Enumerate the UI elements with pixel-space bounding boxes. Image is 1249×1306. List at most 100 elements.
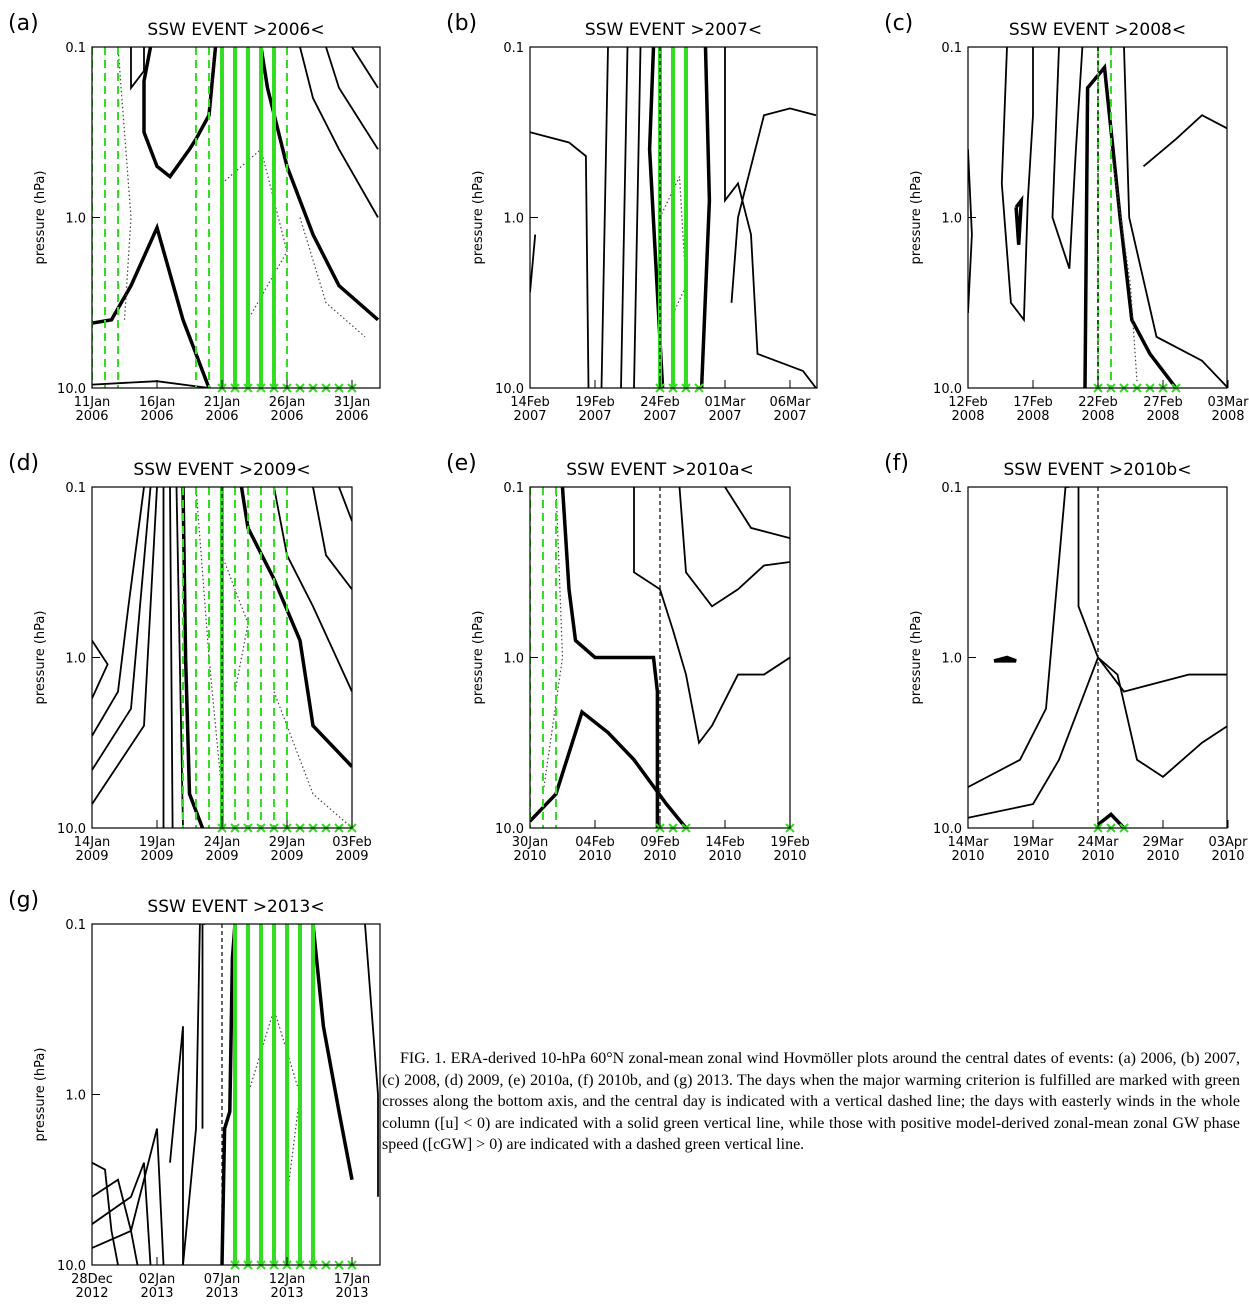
y-tick-label: 10.0 (57, 382, 86, 397)
contour (968, 655, 1227, 819)
contour (1000, 47, 1034, 323)
contour (175, 487, 184, 828)
x-tick-label: 2010 (1211, 849, 1244, 864)
y-tick-label: 1.0 (65, 652, 86, 667)
x-tick-label: 2009 (205, 849, 238, 864)
x-tick-label: 19Mar (1012, 835, 1054, 850)
contour-negative (299, 217, 366, 338)
x-tick-label: 24Feb (640, 395, 680, 410)
x-tick-label: 2006 (205, 409, 238, 424)
y-tick-label: 0.1 (65, 41, 86, 56)
panel: (g) SSW EVENT >2013< pressure (hPa) 0.1 1.0 1… (8, 888, 381, 1301)
contour-negative (195, 487, 223, 794)
x-tick-label: 2006 (335, 409, 368, 424)
contour (724, 487, 790, 540)
x-tick-label: 2008 (951, 409, 984, 424)
x-tick-label: 03Mar (1207, 395, 1249, 410)
contour (699, 47, 712, 388)
panel-title: SSW EVENT >2008< (1009, 20, 1186, 40)
x-tick-label: 14Feb (705, 835, 745, 850)
contour (92, 487, 145, 737)
contour-negative (117, 47, 132, 320)
plot-area (530, 487, 790, 828)
contour (92, 1162, 152, 1265)
x-tick-label: 30Jan (512, 835, 549, 850)
contour (92, 487, 158, 805)
x-tick-label: 2007 (773, 409, 806, 424)
x-tick-label: 29Mar (1142, 835, 1184, 850)
y-axis-label: pressure (hPa) (33, 1048, 48, 1142)
x-tick-label: 2013 (205, 1286, 238, 1301)
contour (311, 924, 354, 1181)
y-tick-label: 0.1 (941, 481, 962, 496)
x-tick-label: 01Mar (704, 395, 746, 410)
x-tick-label: 29Jan (269, 835, 306, 850)
contour (182, 924, 201, 1265)
x-tick-label: 2007 (578, 409, 611, 424)
contour (325, 47, 379, 150)
x-tick-label: 14Mar (947, 835, 989, 850)
x-tick-label: 04Feb (575, 835, 615, 850)
plot-area (968, 47, 1227, 388)
y-tick-label: 1.0 (941, 212, 962, 227)
contour (239, 487, 352, 768)
x-tick-label: 12Jan (269, 1272, 306, 1287)
contour (993, 655, 1017, 663)
y-tick-label: 0.1 (503, 481, 524, 496)
y-tick-label: 10.0 (57, 822, 86, 837)
y-axis-label: pressure (hPa) (909, 611, 924, 705)
contour (169, 1026, 184, 1265)
contour-negative (542, 487, 564, 794)
x-tick-label: 2009 (140, 849, 173, 864)
contour (92, 639, 109, 699)
y-tick-label: 10.0 (933, 382, 962, 397)
x-tick-label: 2008 (1211, 409, 1244, 424)
y-tick-label: 10.0 (495, 382, 524, 397)
contour (633, 47, 642, 388)
x-tick-label: 2009 (335, 849, 368, 864)
x-tick-label: 2010 (773, 849, 806, 864)
x-tick-label: 2010 (951, 849, 984, 864)
contour (92, 1161, 119, 1265)
panel: (d) SSW EVENT >2009< pressure (hPa) 0.1 1.0 1… (8, 451, 372, 864)
contour (299, 47, 379, 218)
contour (530, 131, 590, 388)
contour (169, 487, 174, 828)
panel-label: (d) (8, 451, 39, 476)
contour (633, 487, 790, 745)
contour (1142, 114, 1227, 168)
y-tick-label: 0.1 (65, 918, 86, 933)
x-tick-label: 2010 (1146, 849, 1179, 864)
contour (142, 47, 218, 180)
contour (364, 924, 379, 1197)
y-axis-label: pressure (hPa) (471, 171, 486, 265)
x-tick-label: 14Jan (74, 835, 111, 850)
contour (730, 107, 817, 303)
panel-title: SSW EVENT >2010a< (566, 460, 754, 480)
contour (1014, 194, 1024, 245)
contour (92, 1178, 139, 1265)
contour (201, 924, 206, 1129)
contour (92, 487, 152, 771)
contour (1123, 47, 1227, 388)
contour (130, 47, 145, 91)
x-tick-label: 19Feb (770, 835, 810, 850)
x-tick-label: 2007 (708, 409, 741, 424)
x-tick-label: 03Feb (332, 835, 372, 850)
x-tick-label: 2010 (513, 849, 546, 864)
y-tick-label: 10.0 (933, 822, 962, 837)
contour (312, 487, 352, 590)
x-tick-label: 21Jan (204, 395, 241, 410)
panel: (f) SSW EVENT >2010b< pressure (hPa) 0.1 1.0… (884, 451, 1248, 864)
x-tick-label: 2008 (1016, 409, 1049, 424)
contour-negative (273, 691, 352, 828)
x-tick-label: 03Apr (1208, 835, 1248, 850)
x-tick-label: 22Feb (1078, 395, 1118, 410)
x-tick-label: 2012 (75, 1286, 108, 1301)
y-tick-label: 0.1 (503, 41, 524, 56)
y-axis-label: pressure (hPa) (909, 171, 924, 265)
y-tick-label: 1.0 (941, 652, 962, 667)
x-tick-label: 2013 (270, 1286, 303, 1301)
x-tick-label: 02Jan (139, 1272, 176, 1287)
